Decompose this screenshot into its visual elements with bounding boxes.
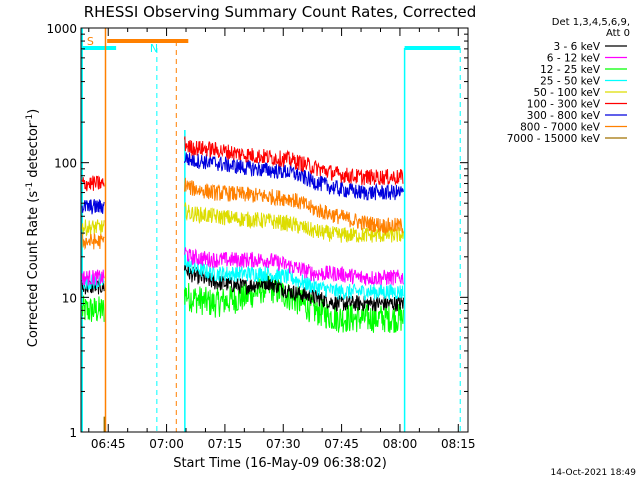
chart-title: RHESSI Observing Summary Count Rates, Co… xyxy=(84,3,477,21)
legend-label: 300 - 800 keV xyxy=(527,110,601,122)
x-tick-label: 08:15 xyxy=(441,437,476,451)
instrument-state-overlays: SN xyxy=(81,28,461,432)
x-tick-label: 07:30 xyxy=(266,437,301,451)
saa-annotation: S xyxy=(87,35,94,48)
x-tick-label: 08:00 xyxy=(383,437,418,451)
legend-header: Att 0 xyxy=(606,28,630,39)
x-axis-label: Start Time (16-May-09 06:38:02) xyxy=(173,456,387,471)
y-axis-label-part1: Corrected Count Rate (s xyxy=(26,191,41,348)
x-tick-label: 07:00 xyxy=(149,437,184,451)
legend-label: 800 - 7000 keV xyxy=(520,122,601,134)
legend-label: 50 - 100 keV xyxy=(533,87,600,99)
y-axis-label-sup1: -1 xyxy=(25,182,35,191)
y-axis-label-sup2: -1 xyxy=(25,114,35,123)
plot-frame xyxy=(80,27,469,433)
x-tick-label: 07:45 xyxy=(324,437,359,451)
legend-label: 7000 - 15000 keV xyxy=(507,133,601,145)
y-axis-label-part2: detector xyxy=(26,122,41,182)
series-line-6-12-kev xyxy=(81,247,404,286)
y-tick-label: 100 xyxy=(54,157,77,171)
y-axis-label-part3: ) xyxy=(26,109,41,114)
legend-label: 3 - 6 keV xyxy=(553,41,600,53)
legend-label: 100 - 300 keV xyxy=(527,99,601,111)
footer-timestamp: 14-Oct-2021 18:49 xyxy=(551,468,637,478)
y-tick-label: 1000 xyxy=(46,22,77,36)
legend-label: 25 - 50 keV xyxy=(540,76,601,88)
series-layer xyxy=(81,136,404,432)
axes: 06:45 07:00 07:15 07:30 07:45 08:00 08:15 1 10 10… xyxy=(46,22,475,451)
y-tick-label: 10 xyxy=(62,291,77,305)
series-line-800-7000-kev xyxy=(81,177,404,251)
series-line-50-100-kev xyxy=(81,202,404,244)
y-tick-label: 1 xyxy=(69,426,77,440)
night-annotation: N xyxy=(150,42,158,55)
legend-header: Det 1,3,4,5,6,9, xyxy=(552,17,630,28)
legend-label: 12 - 25 keV xyxy=(540,64,601,76)
y-axis-label: Corrected Count Rate (s-1 detector-1) xyxy=(25,109,41,347)
series-line-300-800-kev xyxy=(81,152,404,215)
legend-label: 6 - 12 keV xyxy=(547,53,601,65)
x-tick-label: 06:45 xyxy=(91,437,126,451)
series-line-100-300-kev xyxy=(81,136,404,192)
x-tick-label: 07:15 xyxy=(208,437,243,451)
